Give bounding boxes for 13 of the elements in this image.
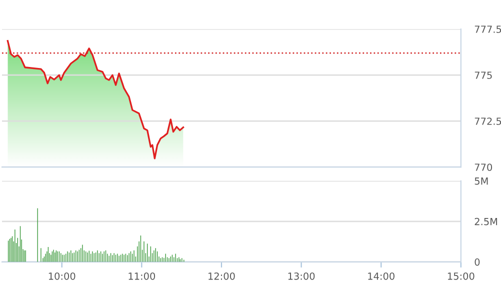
x-tick-label: 10:00 <box>48 272 76 280</box>
y-tick-label: 770 <box>474 164 492 171</box>
y-tick-label: 772.5 <box>474 118 501 125</box>
y-tick-label: 0 <box>474 258 480 266</box>
x-tick-label: 12:00 <box>208 272 235 280</box>
y-tick-label: 777.5 <box>474 26 501 33</box>
y-tick-label: 5M <box>474 178 488 185</box>
y-tick-label: 2.5M <box>474 218 498 226</box>
x-tick-label: 14:00 <box>368 272 394 280</box>
x-tick-label: 11:00 <box>128 272 156 280</box>
x-tick-label: 13:00 <box>288 272 315 280</box>
y-tick-label: 775 <box>474 72 492 79</box>
x-tick-label: 15:00 <box>448 272 474 280</box>
